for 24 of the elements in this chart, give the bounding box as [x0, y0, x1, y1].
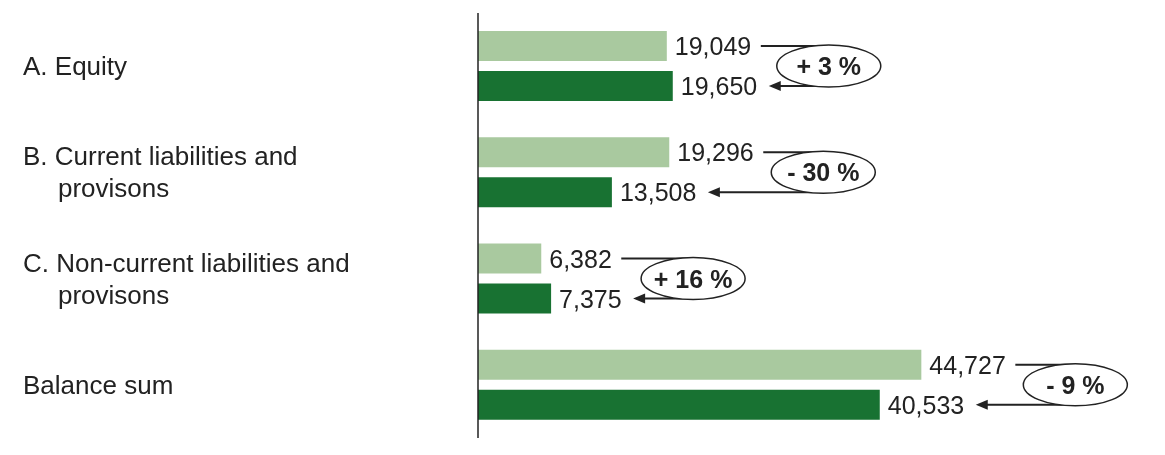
bar: [478, 349, 922, 380]
bar: [478, 283, 552, 314]
bar: [478, 389, 880, 420]
data-label: 7,375: [559, 284, 622, 313]
bar: [478, 31, 667, 61]
data-label: 44,727: [929, 350, 1006, 379]
data-label: 19,650: [680, 72, 758, 100]
data-label: 19,049: [674, 32, 752, 60]
bar: [478, 137, 670, 168]
data-label: 6,382: [549, 244, 612, 273]
y-tick-label: C. Non-current liabilities and provisons: [23, 247, 350, 310]
data-label: 40,533: [887, 390, 965, 419]
data-label: 13,508: [619, 178, 697, 207]
annotation: - 30 %: [787, 158, 860, 187]
bar: [478, 177, 612, 208]
bar: [478, 243, 542, 274]
y-tick-label: B. Current liabilities and provisons: [23, 141, 298, 204]
bar: [478, 71, 673, 101]
data-label: 19,296: [677, 138, 754, 167]
y-tick-label: A. Equity: [23, 51, 128, 82]
annotation: + 16 %: [653, 264, 733, 293]
y-tick-label: Balance sum: [23, 369, 174, 400]
text: - 9 %: [1046, 370, 1105, 399]
annotation: + 3 %: [796, 52, 862, 80]
